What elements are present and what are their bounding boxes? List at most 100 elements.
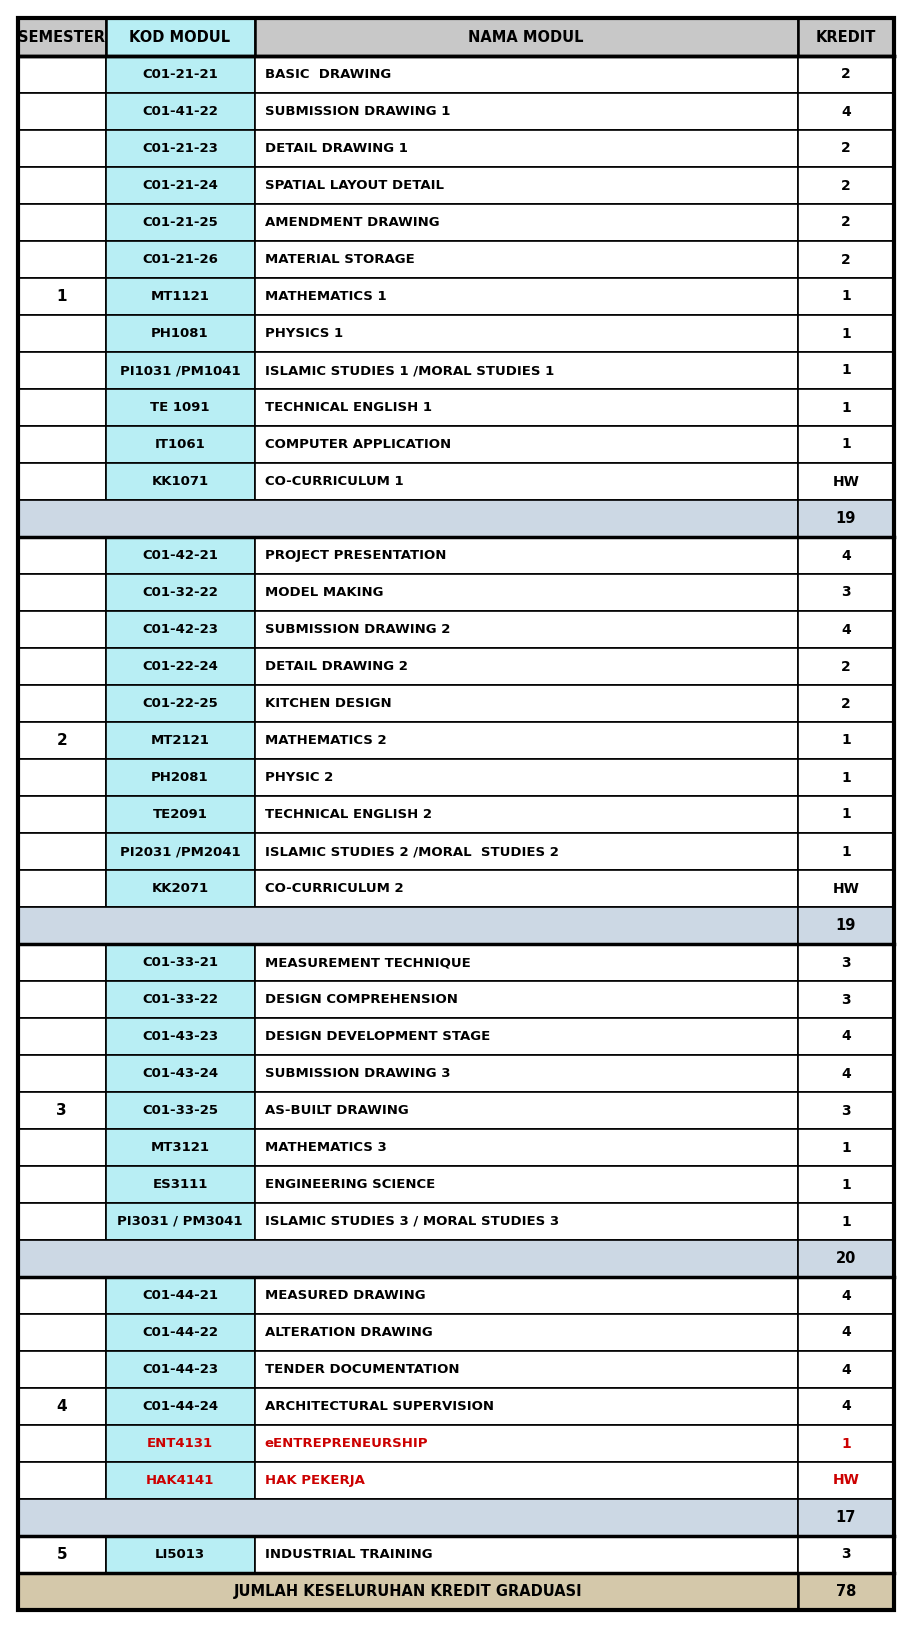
Bar [797,352,893,389]
Bar [254,1202,797,1240]
Text: ISLAMIC STUDIES 3 / MORAL STUDIES 3: ISLAMIC STUDIES 3 / MORAL STUDIES 3 [264,1216,558,1229]
Bar [797,1463,893,1499]
Text: 3: 3 [840,993,850,1006]
Bar [797,204,893,240]
Bar [254,721,797,759]
Bar [797,1425,893,1463]
Bar [18,944,106,982]
Bar [254,574,797,610]
Bar [106,797,254,833]
Bar [18,389,106,425]
Text: C01-33-21: C01-33-21 [142,955,218,969]
Bar [18,1387,106,1425]
Text: HAK4141: HAK4141 [146,1474,214,1487]
Bar [797,982,893,1018]
Text: 3: 3 [840,1104,850,1117]
Text: 1: 1 [840,1436,850,1451]
Text: TECHNICAL ENGLISH 1: TECHNICAL ENGLISH 1 [264,401,431,414]
Bar [106,167,254,204]
Bar [254,278,797,316]
Text: PI3031 / PM3041: PI3031 / PM3041 [118,1216,242,1229]
Text: MT1121: MT1121 [150,290,210,303]
Text: AS-BUILT DRAWING: AS-BUILT DRAWING [264,1104,408,1117]
Text: TE2091: TE2091 [152,808,208,821]
Text: 4: 4 [840,548,850,563]
Bar [254,204,797,240]
Text: C01-41-22: C01-41-22 [142,105,218,118]
Text: DETAIL DRAWING 1: DETAIL DRAWING 1 [264,142,407,155]
Text: 1: 1 [840,771,850,785]
Text: 5: 5 [56,1548,67,1562]
Bar [797,833,893,870]
Bar [797,685,893,721]
Bar [254,389,797,425]
Text: KREDIT: KREDIT [814,29,875,44]
Bar [18,1202,106,1240]
Text: PHYSICS 1: PHYSICS 1 [264,327,343,340]
Text: ENGINEERING SCIENCE: ENGINEERING SCIENCE [264,1178,435,1191]
Bar [18,278,106,316]
Text: SPATIAL LAYOUT DETAIL: SPATIAL LAYOUT DETAIL [264,178,443,191]
Bar [18,982,106,1018]
Bar [106,1091,254,1129]
Text: TENDER DOCUMENTATION: TENDER DOCUMENTATION [264,1363,458,1376]
Bar [797,316,893,352]
Bar [254,759,797,797]
Bar [254,1387,797,1425]
Text: C01-42-23: C01-42-23 [142,623,218,636]
Text: MEASURED DRAWING: MEASURED DRAWING [264,1289,425,1302]
Bar [106,870,254,906]
Text: MATHEMATICS 2: MATHEMATICS 2 [264,735,385,748]
Bar [797,537,893,574]
Text: CO-CURRICULUM 1: CO-CURRICULUM 1 [264,474,403,488]
Bar [797,1166,893,1202]
Text: IT1061: IT1061 [155,438,205,452]
Bar [797,1499,893,1536]
Bar [18,1166,106,1202]
Text: 1: 1 [840,1178,850,1191]
Bar [18,56,106,537]
Bar [254,982,797,1018]
Bar [254,537,797,574]
Bar [106,1351,254,1387]
Bar [106,1018,254,1055]
Text: C01-33-22: C01-33-22 [142,993,218,1006]
Text: PH1081: PH1081 [151,327,209,340]
Text: C01-22-24: C01-22-24 [142,659,218,672]
Bar [106,685,254,721]
Text: PROJECT PRESENTATION: PROJECT PRESENTATION [264,550,445,563]
Bar [797,425,893,463]
Text: MT3121: MT3121 [150,1140,210,1153]
Text: HW: HW [832,882,858,895]
Bar [18,1425,106,1463]
Bar [254,352,797,389]
Text: 1: 1 [840,844,850,859]
Bar [254,167,797,204]
Text: 20: 20 [834,1252,855,1266]
Bar [797,1240,893,1278]
Bar [254,18,797,56]
Bar [18,1463,106,1499]
Text: 1: 1 [840,290,850,304]
Text: 1: 1 [840,733,850,748]
Bar [106,537,254,574]
Bar [18,1091,106,1129]
Bar [254,129,797,167]
Text: ENT4131: ENT4131 [147,1436,213,1449]
Bar [18,1129,106,1166]
Bar [797,129,893,167]
Bar [18,797,106,833]
Bar [254,1425,797,1463]
Text: SUBMISSION DRAWING 3: SUBMISSION DRAWING 3 [264,1067,449,1080]
Bar [797,1387,893,1425]
Bar [106,648,254,685]
Bar [18,463,106,501]
Bar [106,1387,254,1425]
Bar [106,129,254,167]
Bar [106,721,254,759]
Bar [254,1129,797,1166]
Bar [18,1018,106,1055]
Bar [797,1202,893,1240]
Bar [106,1314,254,1351]
Bar [797,278,893,316]
